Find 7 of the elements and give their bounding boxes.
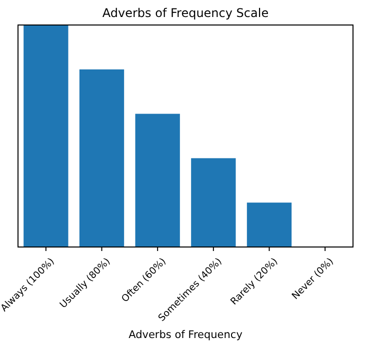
- bar: [135, 114, 180, 247]
- bar: [191, 158, 236, 247]
- bar: [24, 25, 68, 247]
- bar: [79, 69, 124, 247]
- bar: [246, 202, 292, 247]
- x-axis-title: Adverbs of Frequency: [128, 329, 242, 341]
- chart-title: Adverbs of Frequency Scale: [102, 6, 269, 20]
